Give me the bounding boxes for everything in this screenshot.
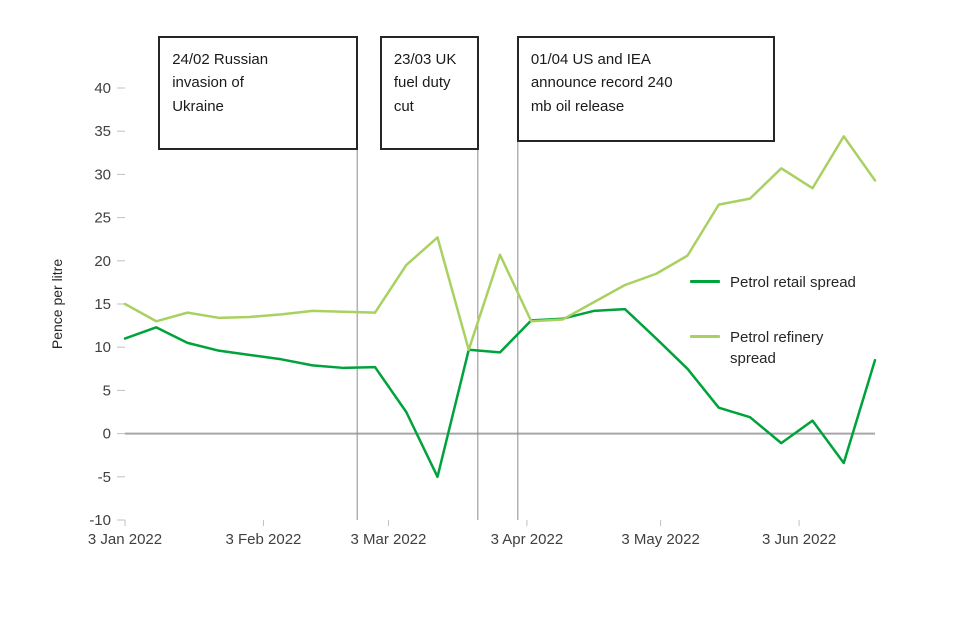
annotation-russian-invasion: 24/02 Russian invasion of Ukraine [158,36,359,150]
svg-text:20: 20 [94,253,111,270]
svg-text:15: 15 [94,296,111,313]
annotation-uk-fuel-duty-cut: 23/03 UK fuel duty cut [379,36,479,150]
svg-text:40: 40 [94,80,111,97]
svg-text:-10: -10 [89,512,111,529]
svg-text:Pence per litre: Pence per litre [49,259,65,349]
svg-text:3 Jan 2022: 3 Jan 2022 [88,531,162,548]
svg-text:3 Feb 2022: 3 Feb 2022 [225,531,301,548]
legend-item-refinery-spread: Petrol refinery spread [690,327,856,369]
svg-text:5: 5 [103,382,111,399]
svg-text:35: 35 [94,123,111,140]
retail-spread-line-swatch [690,280,720,283]
svg-text:30: 30 [94,166,111,183]
legend-label-refinery-spread: Petrol refinery spread [730,329,824,367]
svg-text:10: 10 [94,339,111,356]
chart-legend: Petrol retail spread Petrol refinery spr… [690,272,856,369]
annotation-oil-reserve-release: 01/04 US and IEA announce record 240 mb … [516,36,775,142]
svg-text:3 Apr 2022: 3 Apr 2022 [491,531,564,548]
svg-text:3 Mar 2022: 3 Mar 2022 [350,531,426,548]
legend-label-retail-spread: Petrol retail spread [730,274,856,291]
svg-text:3 Jun 2022: 3 Jun 2022 [762,531,836,548]
svg-text:-5: -5 [98,469,111,486]
svg-text:3 May 2022: 3 May 2022 [621,531,699,548]
legend-item-retail-spread: Petrol retail spread [690,272,856,293]
svg-text:25: 25 [94,210,111,227]
svg-text:0: 0 [103,426,111,443]
refinery-spread-line-swatch [690,335,720,338]
